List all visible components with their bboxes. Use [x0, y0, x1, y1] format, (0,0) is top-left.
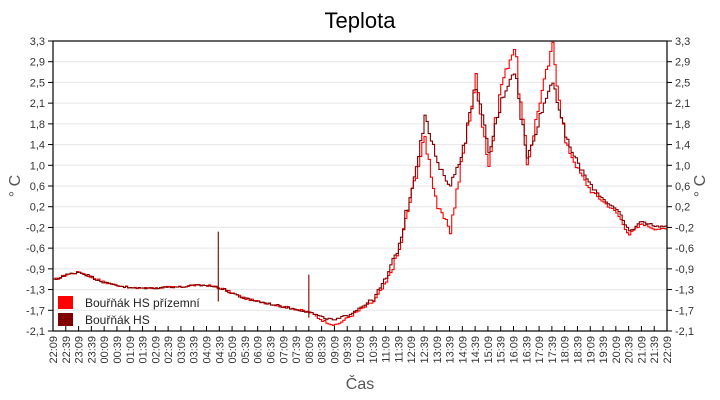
x-tick-label: 14:09 — [457, 336, 469, 364]
series-line — [53, 41, 668, 326]
y-tick-label: 2,5 — [30, 77, 45, 89]
y-tick-label: 1,0 — [30, 160, 45, 172]
y-tick-label: 3,3 — [30, 36, 45, 48]
y-tick-label: -0,2 — [26, 222, 45, 234]
x-tick-label: 22:39 — [61, 336, 73, 364]
x-tick-label: 04:09 — [202, 336, 214, 364]
x-tick-label: 06:09 — [253, 336, 265, 364]
x-tick-label: 11:39 — [393, 336, 405, 363]
x-tick-label: 01:39 — [138, 336, 150, 364]
legend-label-hs: Bouřňák HS — [85, 313, 150, 327]
y-tick-label: -0,6 — [26, 243, 45, 255]
y-axis-title-left: ° C — [7, 175, 24, 197]
x-tick-label: 21:39 — [649, 336, 661, 364]
x-tick-label: 05:39 — [240, 336, 252, 364]
legend-swatch-hs — [58, 313, 73, 326]
x-tick-label: 03:09 — [176, 336, 188, 364]
chart-title: Teplota — [324, 8, 396, 33]
y-tick-label-right: 2,9 — [675, 57, 690, 69]
series-line — [53, 73, 668, 321]
y-tick-label: -1,3 — [26, 285, 45, 297]
x-tick-label: 17:39 — [547, 336, 559, 364]
y-tick-label-right: 0,2 — [675, 202, 690, 214]
series-lines — [53, 41, 668, 326]
x-tick-label: 08:09 — [304, 336, 316, 364]
y-tick-label: 1,8 — [30, 119, 45, 131]
y-axis-right: 3,3 2,9 2,5 2,1 1,8 1,4 1,0 0,6 0,2 -0,2 -0,6 -0,9 -… — [667, 36, 694, 338]
x-tick-label: 03:39 — [189, 336, 201, 364]
y-tick-label-right: 0,6 — [675, 181, 690, 193]
y-tick-label-right: 1,4 — [675, 140, 690, 152]
x-tick-label: 05:09 — [227, 336, 239, 364]
x-tick-label: 12:09 — [406, 336, 418, 364]
x-tick-label: 09:09 — [329, 336, 341, 364]
x-tick-label: 12:39 — [419, 336, 431, 364]
x-tick-label: 13:39 — [445, 336, 457, 364]
y-tick-label: -0,9 — [26, 264, 45, 276]
x-tick-label: 13:09 — [432, 336, 444, 364]
x-tick-label: 23:09 — [74, 336, 86, 364]
legend-swatch-przemni — [58, 296, 73, 309]
x-tick-label: 14:39 — [470, 336, 482, 364]
y-tick-label: 2,1 — [30, 98, 45, 110]
x-tick-label: 01:09 — [125, 336, 137, 364]
x-tick-label: 10:39 — [368, 336, 380, 364]
x-tick-label: 07:09 — [278, 336, 290, 364]
x-tick-label: 09:39 — [342, 336, 354, 364]
x-tick-label: 19:09 — [585, 336, 597, 364]
y-tick-label-right: -0,6 — [675, 243, 694, 255]
y-tick-label-right: 3,3 — [675, 36, 690, 48]
x-axis: 22:09 22:39 23:09 23:39 00:09 00:39 01:09 01:39… — [48, 326, 674, 364]
x-tick-label: 11:09 — [381, 336, 393, 363]
x-tick-label: 00:09 — [99, 336, 111, 364]
gridlines — [53, 61, 667, 311]
y-tick-label-right: -1,3 — [675, 285, 694, 297]
x-tick-label: 23:39 — [86, 336, 98, 364]
x-tick-label: 02:09 — [150, 336, 162, 364]
x-tick-label: 10:09 — [355, 336, 367, 364]
y-tick-label: 2,9 — [30, 57, 45, 69]
y-tick-label-right: 1,0 — [675, 160, 690, 172]
legend-label-przemni: Bouřňák HS přízemní — [85, 296, 200, 310]
x-tick-label: 21:09 — [636, 336, 648, 364]
x-tick-label: 02:39 — [163, 336, 175, 364]
x-tick-label: 19:39 — [598, 336, 610, 364]
x-axis-title: Čas — [346, 374, 374, 393]
y-tick-label-right: 2,5 — [675, 77, 690, 89]
x-tick-label: 22:09 — [48, 336, 60, 364]
x-tick-label: 22:09 — [662, 336, 674, 364]
y-axis-left: 3,3 2,9 2,5 2,1 1,8 1,4 1,0 0,6 0,2 -0,2 -0,6 -0,9 -… — [26, 36, 53, 338]
x-tick-label: 06:39 — [265, 336, 277, 364]
y-tick-label: 0,6 — [30, 181, 45, 193]
x-tick-label: 20:09 — [611, 336, 623, 364]
y-tick-label-right: -2,1 — [675, 326, 694, 338]
x-tick-label: 16:39 — [521, 336, 533, 364]
y-tick-label: -1,7 — [26, 305, 45, 317]
y-tick-label: -2,1 — [26, 326, 45, 338]
x-tick-label: 08:39 — [317, 336, 329, 364]
x-tick-label: 15:09 — [483, 336, 495, 364]
x-tick-label: 07:39 — [291, 336, 303, 364]
y-tick-label-right: -0,2 — [675, 222, 694, 234]
y-tick-label-right: -0,9 — [675, 264, 694, 276]
x-tick-label: 20:39 — [624, 336, 636, 364]
y-tick-label: 0,2 — [30, 202, 45, 214]
y-tick-label: 1,4 — [30, 140, 45, 152]
x-tick-label: 16:09 — [509, 336, 521, 364]
y-tick-label-right: -1,7 — [675, 305, 694, 317]
y-axis-title-right: ° C — [692, 175, 709, 197]
legend: Bouřňák HS přízemní Bouřňák HS — [58, 296, 200, 327]
x-tick-label: 18:09 — [560, 336, 572, 364]
x-tick-label: 04:39 — [214, 336, 226, 364]
y-tick-label-right: 1,8 — [675, 119, 690, 131]
x-tick-label: 00:39 — [112, 336, 124, 364]
x-tick-label: 17:09 — [534, 336, 546, 364]
x-tick-label: 18:39 — [572, 336, 584, 364]
x-tick-label: 15:39 — [496, 336, 508, 364]
y-tick-label-right: 2,1 — [675, 98, 690, 110]
